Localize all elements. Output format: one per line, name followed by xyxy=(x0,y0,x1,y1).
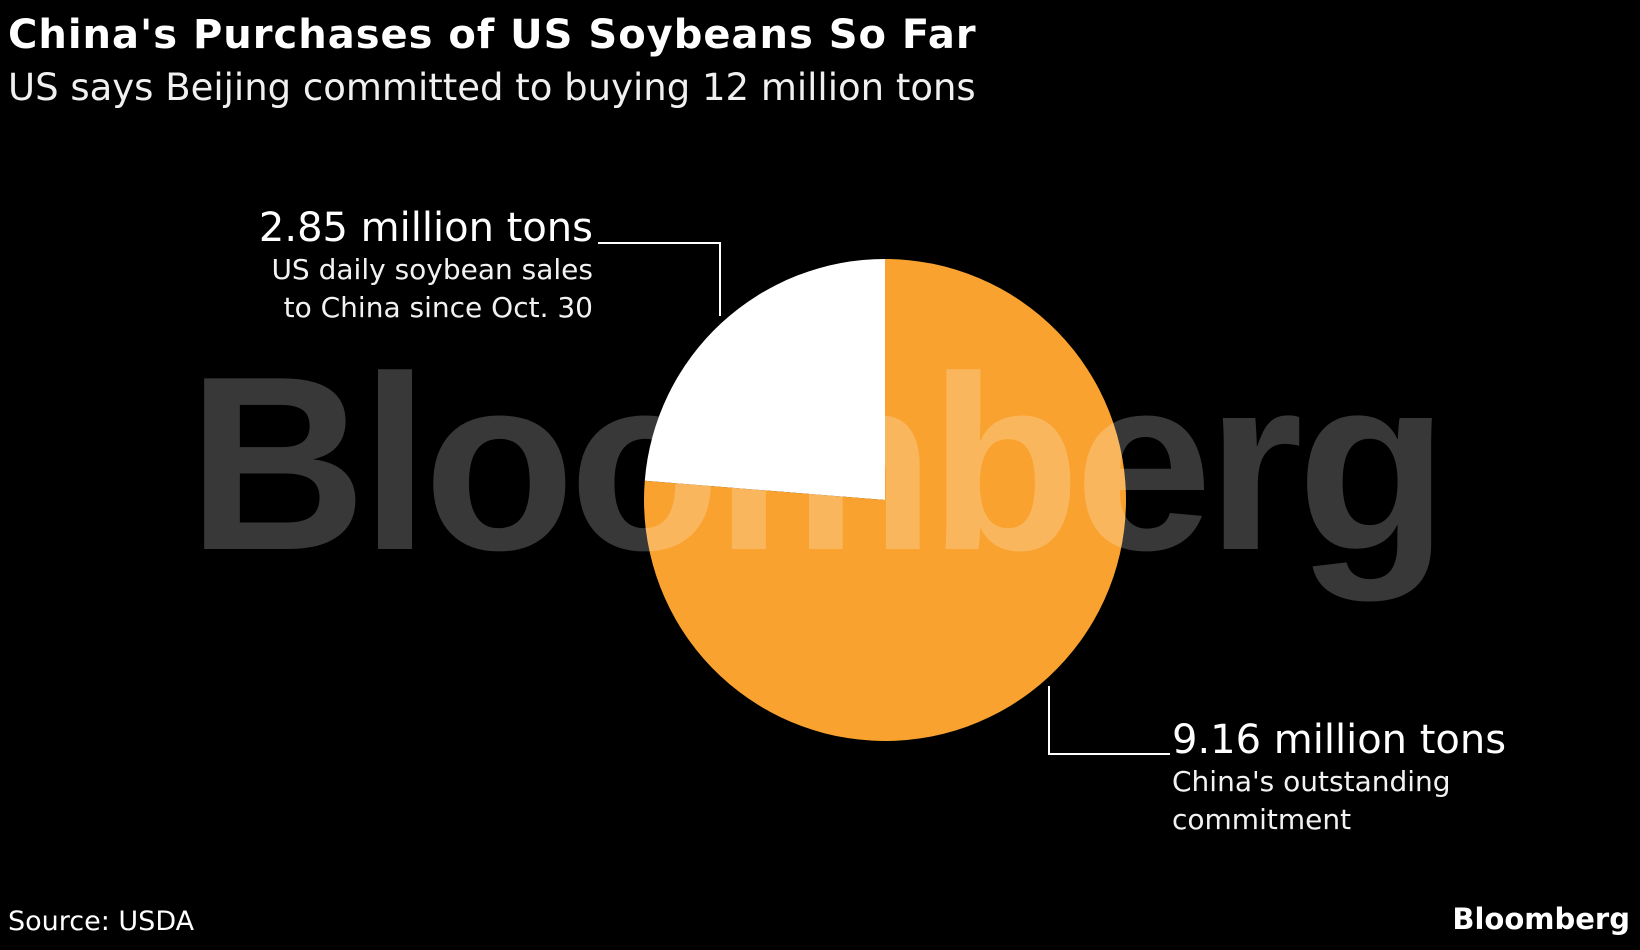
watermark: Bloomberg xyxy=(188,324,1443,602)
chart-subtitle: US says Beijing committed to buying 12 m… xyxy=(8,66,976,109)
source-note: Source: USDA xyxy=(8,906,195,937)
value-label: 9.16 million tons xyxy=(1172,717,1507,763)
leader-line xyxy=(1048,686,1170,755)
chart-title: China's Purchases of US Soybeans So Far xyxy=(8,12,977,58)
category-label: China's outstanding commitment xyxy=(1172,765,1451,836)
category-label: US daily soybean sales to China since Oc… xyxy=(271,253,593,324)
logo: Bloomberg xyxy=(1452,902,1630,936)
pie-slice xyxy=(644,259,885,500)
leader-line xyxy=(598,242,721,316)
slice-label: 2.85 million tons US daily soybean sales… xyxy=(100,205,593,327)
slice-label: 9.16 million tons China's outstanding co… xyxy=(1172,717,1592,839)
pie xyxy=(644,259,1126,741)
value-label: 2.85 million tons xyxy=(258,205,593,251)
pie-slice xyxy=(644,259,1126,741)
